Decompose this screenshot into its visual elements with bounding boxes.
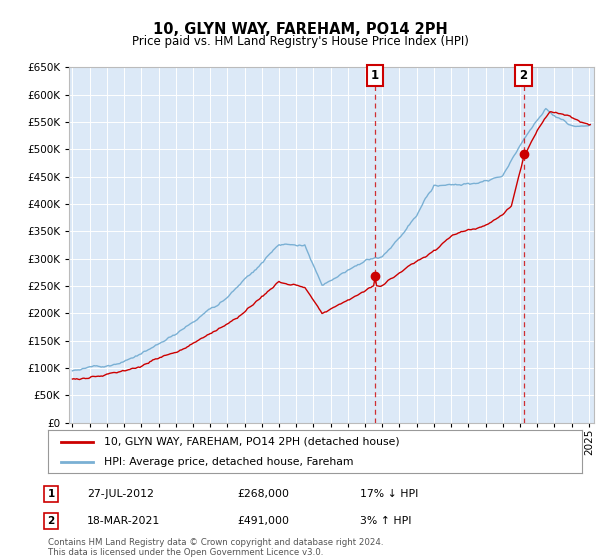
Text: 1: 1 (47, 489, 55, 499)
Text: Price paid vs. HM Land Registry's House Price Index (HPI): Price paid vs. HM Land Registry's House … (131, 35, 469, 48)
Text: 2: 2 (520, 69, 527, 82)
Text: 18-MAR-2021: 18-MAR-2021 (87, 516, 160, 526)
Text: 2: 2 (47, 516, 55, 526)
Text: Contains HM Land Registry data © Crown copyright and database right 2024.
This d: Contains HM Land Registry data © Crown c… (48, 538, 383, 557)
Text: £268,000: £268,000 (237, 489, 289, 499)
Text: 1: 1 (371, 69, 379, 82)
Text: HPI: Average price, detached house, Fareham: HPI: Average price, detached house, Fare… (104, 458, 353, 467)
Text: 10, GLYN WAY, FAREHAM, PO14 2PH: 10, GLYN WAY, FAREHAM, PO14 2PH (152, 22, 448, 38)
Text: 10, GLYN WAY, FAREHAM, PO14 2PH (detached house): 10, GLYN WAY, FAREHAM, PO14 2PH (detache… (104, 437, 400, 447)
Text: 3% ↑ HPI: 3% ↑ HPI (360, 516, 412, 526)
Text: 17% ↓ HPI: 17% ↓ HPI (360, 489, 418, 499)
Text: 27-JUL-2012: 27-JUL-2012 (87, 489, 154, 499)
Text: £491,000: £491,000 (237, 516, 289, 526)
